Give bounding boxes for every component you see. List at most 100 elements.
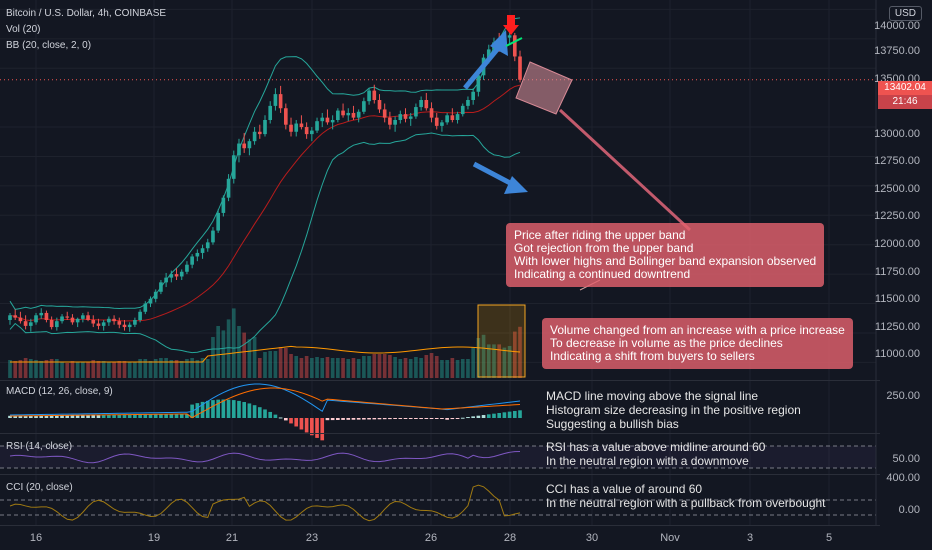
cci-line <box>9 484 521 522</box>
volume-bar <box>424 355 429 378</box>
volume-bar <box>247 339 252 378</box>
macd-histogram-bar <box>39 415 44 418</box>
rsi-annotation[interactable]: RSI has a value above midline around 60 … <box>546 440 765 468</box>
macd-histogram-bar <box>257 407 262 418</box>
price-axis-label: 12000.00 <box>874 238 920 250</box>
annotation-line: Suggesting a bullish bias <box>546 417 679 431</box>
pane-separator[interactable] <box>0 474 880 475</box>
volume-bar <box>356 359 361 378</box>
candle-body <box>107 318 111 323</box>
annotation-line: CCI has a value of around 60 <box>546 482 703 496</box>
volume-bar <box>336 358 340 378</box>
volume-bar <box>8 360 12 378</box>
candle-body <box>211 230 215 243</box>
macd-histogram-bar <box>507 411 512 418</box>
macd-histogram-bar <box>143 414 148 418</box>
macd-annotation[interactable]: MACD line moving above the signal line H… <box>546 389 801 431</box>
volume-bar <box>216 326 220 378</box>
macd-histogram-bar <box>460 417 465 419</box>
macd-histogram-bar <box>486 414 491 418</box>
price-axis-label: 11000.00 <box>874 348 920 360</box>
volume-bar <box>86 362 90 378</box>
volume-bar <box>419 358 423 378</box>
volume-bar <box>122 361 127 378</box>
volume-bar <box>195 360 200 378</box>
time-axis-label: 3 <box>746 532 754 544</box>
macd-histogram-bar <box>216 399 220 418</box>
candle-body <box>346 112 351 116</box>
macd-pane-label[interactable]: MACD (12, 26, close, 9) <box>6 386 113 397</box>
currency-button[interactable]: USD <box>888 6 922 21</box>
macd-histogram-bar <box>393 418 397 420</box>
candle-body <box>341 110 345 116</box>
candle-body <box>367 90 371 102</box>
macd-histogram-bar <box>70 415 75 418</box>
volume-bar <box>310 358 314 378</box>
volume-bar <box>283 348 288 378</box>
macd-histogram-bar <box>512 410 517 418</box>
volume-bar <box>13 361 18 378</box>
candle-body <box>23 321 28 326</box>
macd-histogram-bar <box>299 418 304 430</box>
time-axis-label: 19 <box>147 532 161 544</box>
volume-bar <box>28 359 33 378</box>
candle-body <box>414 107 418 117</box>
blue-down-arrow <box>472 161 514 187</box>
volume-bar <box>211 337 215 378</box>
candle-body <box>81 315 85 319</box>
macd-histogram-bar <box>481 415 486 418</box>
candle-body <box>403 114 408 119</box>
candle-body <box>133 320 137 325</box>
candle-body <box>190 256 194 265</box>
candle-countdown-tag: 21:46 <box>878 95 932 109</box>
candle-body <box>153 291 158 299</box>
macd-histogram-bar <box>502 412 507 418</box>
macd-histogram-bar <box>362 418 366 420</box>
volume-bar <box>200 358 205 378</box>
candle-body <box>278 94 283 109</box>
volume-bar <box>414 357 418 378</box>
candle-body <box>164 277 168 283</box>
bollinger-indicator-label[interactable]: BB (20, close, 2, 0) <box>6 40 92 51</box>
macd-histogram-bar <box>377 418 382 420</box>
annotation-connector <box>558 108 692 232</box>
volume-bar <box>18 360 23 378</box>
candle-body <box>351 112 356 118</box>
macd-histogram-bar <box>138 414 142 418</box>
volume-annotation[interactable]: Volume changed from an increase with a p… <box>542 318 853 369</box>
candle-body <box>86 315 90 320</box>
macd-histogram-bar <box>164 414 168 418</box>
candle-body <box>34 315 38 323</box>
pane-separator[interactable] <box>0 380 880 381</box>
pane-separator <box>0 525 880 526</box>
cci-annotation[interactable]: CCI has a value of around 60 In the neut… <box>546 482 826 510</box>
candle-body <box>377 100 382 110</box>
volume-bar <box>502 347 507 378</box>
macd-histogram-bar <box>310 418 314 436</box>
price-axis-label: 12500.00 <box>874 183 920 195</box>
candle-body <box>127 324 132 328</box>
volume-bar <box>226 319 231 378</box>
macd-histogram-bar <box>414 418 418 419</box>
cci-pane-label[interactable]: CCI (20, close) <box>6 482 73 493</box>
pane-separator[interactable] <box>0 433 880 434</box>
macd-histogram-bar <box>153 414 158 418</box>
rsi-pane-label[interactable]: RSI (14, close) <box>6 441 73 452</box>
time-axis-label: 28 <box>503 532 517 544</box>
volume-ma-line <box>10 345 521 363</box>
volume-indicator-label[interactable]: Vol (20) <box>6 24 41 35</box>
candle-body <box>65 316 70 318</box>
candle-body <box>393 120 397 125</box>
macd-histogram-bar <box>18 415 23 418</box>
annotation-line: MACD line moving above the signal line <box>546 389 759 403</box>
candle-body <box>424 100 429 109</box>
bollinger-annotation[interactable]: Price after riding the upper band Got re… <box>506 223 825 287</box>
candle-body <box>419 100 423 108</box>
blue-up-arrow <box>463 44 502 90</box>
volume-bar <box>143 359 148 378</box>
rsi-line <box>9 451 521 464</box>
time-axis-label: Nov <box>660 532 680 544</box>
annotation-line: With lower highs and Bollinger band expa… <box>514 254 817 268</box>
